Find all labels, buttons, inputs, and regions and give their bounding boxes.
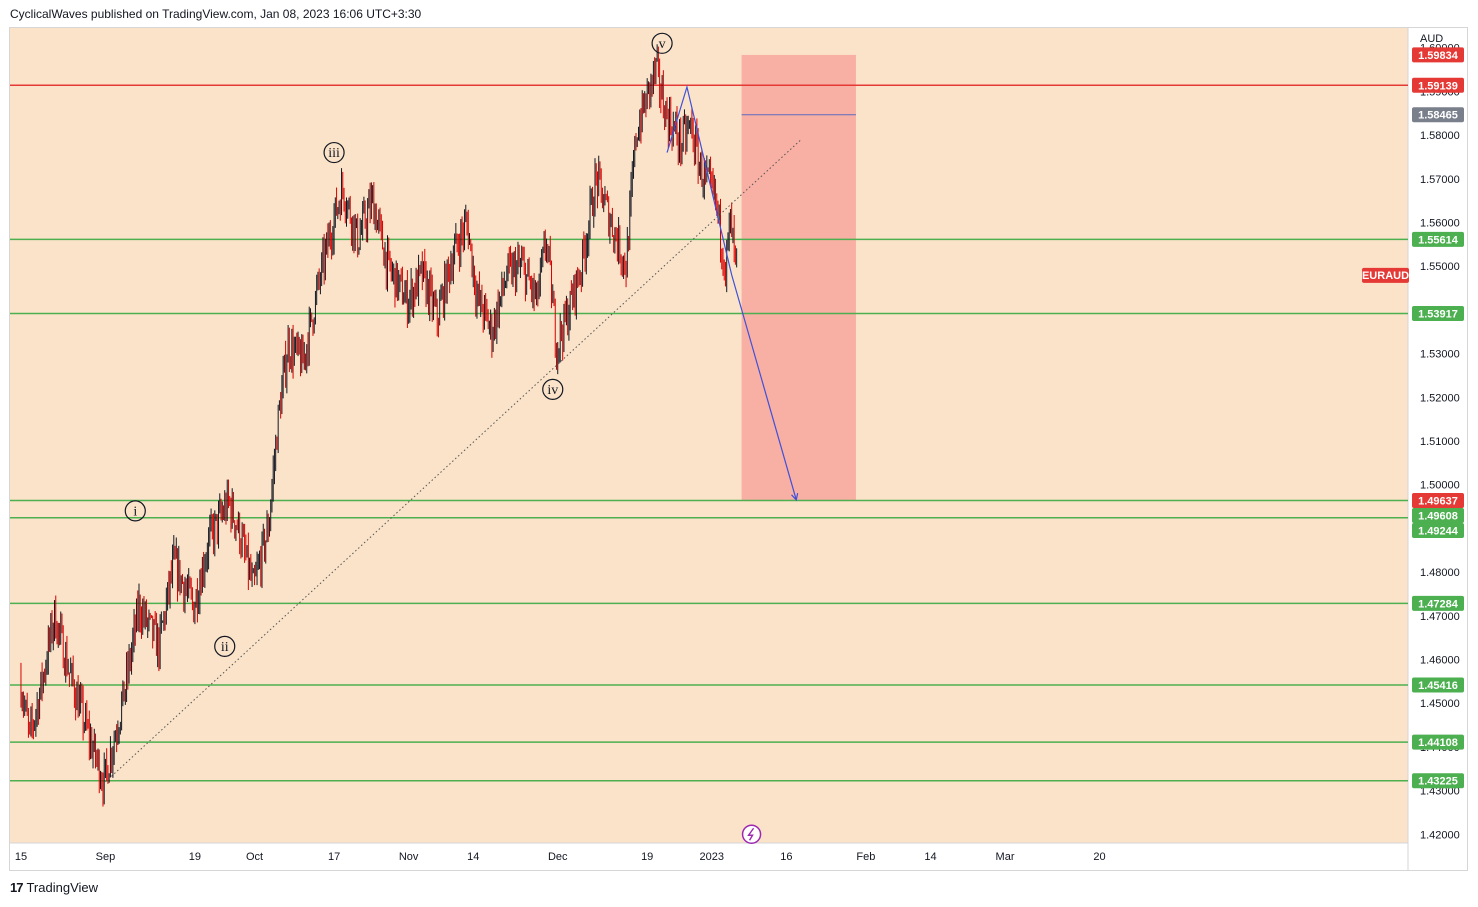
x-tick-9: 2023 bbox=[700, 851, 724, 863]
candles bbox=[20, 44, 738, 807]
price-badge-8-bg bbox=[1412, 595, 1464, 611]
y-tick-16: 1.58000 bbox=[1420, 130, 1460, 142]
x-tick-3: Oct bbox=[246, 851, 263, 863]
price-badge-7: 1.49244 bbox=[1418, 526, 1459, 538]
y-tick-15: 1.57000 bbox=[1420, 174, 1460, 186]
x-tick-8: 19 bbox=[641, 851, 653, 863]
price-badge-6-bg bbox=[1412, 508, 1464, 524]
price-badge-4-bg bbox=[1412, 305, 1464, 321]
y-tick-8: 1.50000 bbox=[1420, 480, 1460, 492]
price-badge-9-bg bbox=[1412, 677, 1464, 693]
y-tick-11: 1.53000 bbox=[1420, 349, 1460, 361]
price-badge-9: 1.45416 bbox=[1418, 680, 1458, 692]
price-badge-11-bg bbox=[1412, 773, 1464, 789]
price-badge-10: 1.44108 bbox=[1418, 737, 1458, 749]
x-tick-5: Nov bbox=[399, 851, 419, 863]
x-tick-6: 14 bbox=[467, 851, 479, 863]
y-tick-14: 1.56000 bbox=[1420, 217, 1460, 229]
currency-label: AUD bbox=[1420, 33, 1443, 45]
projection-arrowhead bbox=[791, 492, 799, 502]
symbol-tag: EURAUD bbox=[1362, 270, 1409, 282]
lightning-icon bbox=[741, 824, 762, 845]
x-tick-13: Mar bbox=[996, 851, 1015, 863]
price-badge-6: 1.49608 bbox=[1418, 511, 1458, 523]
y-tick-6: 1.48000 bbox=[1420, 567, 1460, 579]
y-tick-10: 1.52000 bbox=[1420, 392, 1460, 404]
price-chart[interactable]: iiiiiiivvEURAUDAUD1.420001.430001.440001… bbox=[10, 28, 1467, 870]
wave-label-ii: ii bbox=[221, 640, 229, 655]
y-tick-0: 1.42000 bbox=[1420, 829, 1460, 841]
wave-label-ii-circle bbox=[214, 635, 236, 657]
x-tick-11: Feb bbox=[856, 851, 875, 863]
short-position-zone bbox=[741, 54, 856, 501]
price-badge-0: 1.59834 bbox=[1418, 50, 1459, 62]
price-badge-2-bg bbox=[1412, 107, 1464, 123]
y-tick-1: 1.43000 bbox=[1420, 786, 1460, 798]
price-badge-1: 1.59139 bbox=[1418, 80, 1458, 92]
wave-label-iii: iii bbox=[328, 146, 340, 161]
price-badge-8: 1.47284 bbox=[1418, 598, 1459, 610]
wave-label-i-circle bbox=[124, 500, 146, 522]
lightning-bolt-icon bbox=[747, 827, 755, 841]
price-badge-11: 1.43225 bbox=[1418, 776, 1458, 788]
y-tick-9: 1.51000 bbox=[1420, 436, 1460, 448]
trendline bbox=[105, 139, 802, 783]
price-badge-3: 1.55614 bbox=[1418, 234, 1459, 246]
price-badge-5-bg bbox=[1412, 493, 1464, 509]
wave-label-iv: iv bbox=[547, 383, 558, 398]
x-tick-4: 17 bbox=[328, 851, 340, 863]
projection-path bbox=[666, 84, 797, 501]
wave-label-iv-circle bbox=[542, 378, 564, 400]
y-tick-5: 1.47000 bbox=[1420, 611, 1460, 623]
price-badge-3-bg bbox=[1412, 231, 1464, 247]
time-axis bbox=[10, 843, 1408, 870]
x-tick-10: 16 bbox=[780, 851, 792, 863]
wave-label-i: i bbox=[133, 504, 137, 519]
symbol-tag-bg bbox=[1362, 267, 1409, 283]
wave-label-v: v bbox=[659, 37, 666, 52]
y-tick-3: 1.45000 bbox=[1420, 698, 1460, 710]
tradingview-footer[interactable]: 17 TradingView bbox=[10, 880, 98, 895]
y-tick-4: 1.46000 bbox=[1420, 654, 1460, 666]
x-tick-1: Sep bbox=[96, 851, 116, 863]
price-badge-1-bg bbox=[1412, 77, 1464, 93]
price-axis bbox=[1408, 28, 1467, 870]
tradingview-brand: TradingView bbox=[26, 880, 99, 895]
price-badge-7-bg bbox=[1412, 523, 1464, 539]
wave-label-v-circle bbox=[651, 32, 673, 54]
plot-area bbox=[10, 28, 1408, 843]
price-badge-4: 1.53917 bbox=[1418, 308, 1458, 320]
x-tick-0: 15 bbox=[15, 851, 27, 863]
price-badge-10-bg bbox=[1412, 734, 1464, 750]
price-badge-5: 1.49637 bbox=[1418, 496, 1458, 508]
chart-frame[interactable]: iiiiiiivvEURAUDAUD1.420001.430001.440001… bbox=[9, 27, 1468, 871]
wave-label-iii-circle bbox=[323, 141, 345, 164]
x-tick-12: 14 bbox=[924, 851, 936, 863]
publisher-header: CyclicalWaves published on TradingView.c… bbox=[10, 7, 422, 21]
x-tick-7: Dec bbox=[548, 851, 568, 863]
y-tick-13: 1.55000 bbox=[1420, 261, 1460, 273]
price-badge-2: 1.58465 bbox=[1418, 110, 1458, 122]
tradingview-logo-icon: 17 bbox=[10, 880, 24, 895]
x-tick-2: 19 bbox=[189, 851, 201, 863]
x-tick-14: 20 bbox=[1093, 851, 1105, 863]
price-badge-0-bg bbox=[1412, 47, 1464, 63]
